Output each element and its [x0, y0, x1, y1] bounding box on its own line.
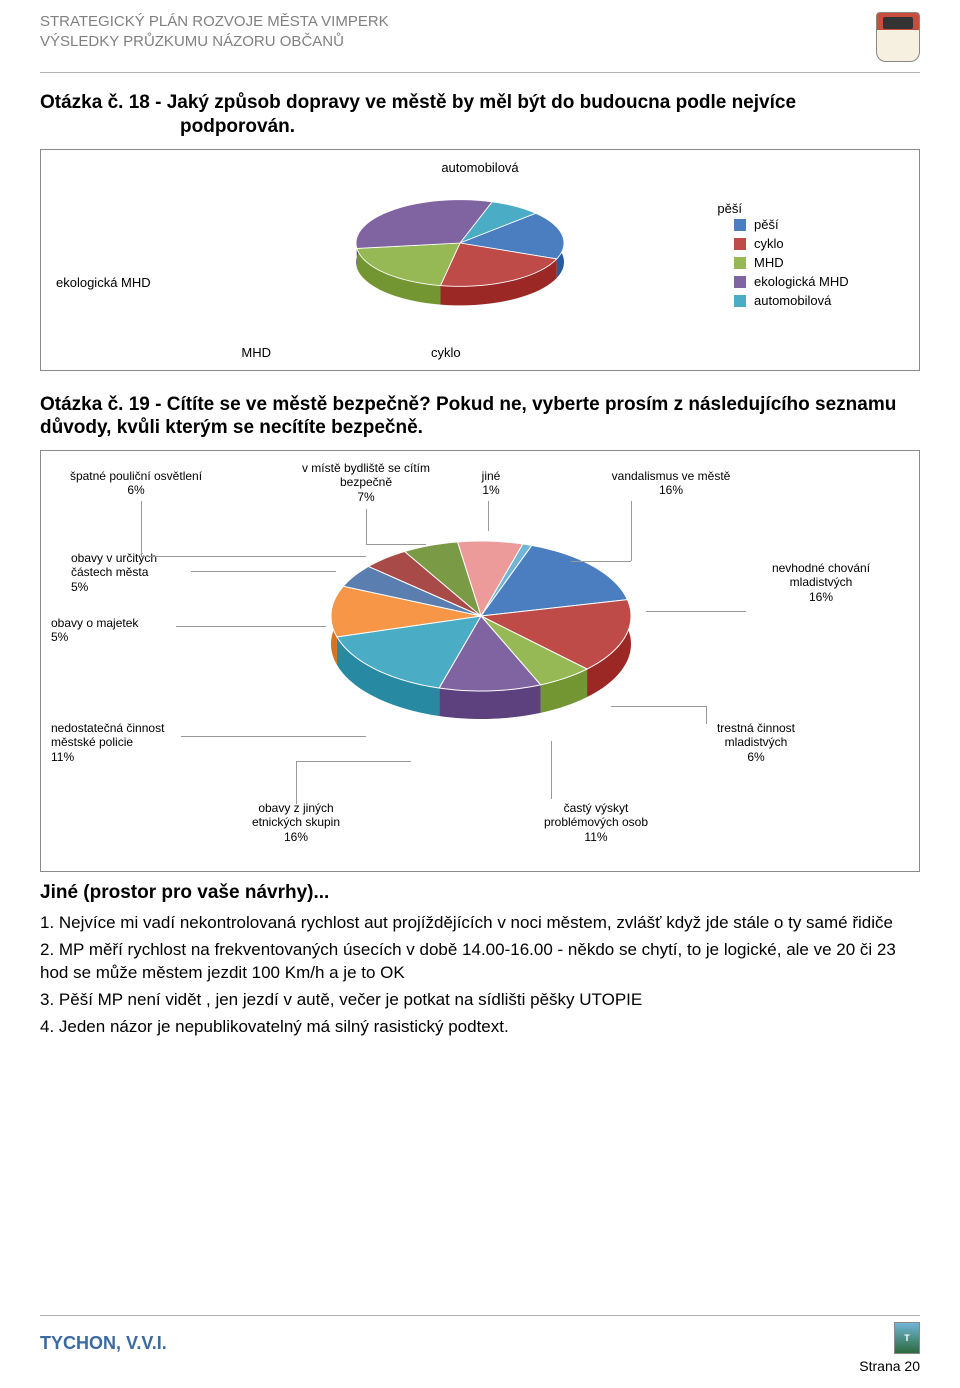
legend-label: cyklo — [754, 236, 784, 251]
q18-pie — [325, 191, 595, 321]
q18-title-main: Otázka č. 18 - Jaký způsob dopravy ve mě… — [40, 92, 796, 113]
navrhy-list: 1. Nejvíce mi vadí nekontrolovaná rychlo… — [0, 912, 960, 1039]
legend-label: automobilová — [754, 293, 831, 308]
legend-label: ekologická MHD — [754, 274, 849, 289]
leader-line — [551, 741, 552, 799]
legend-swatch — [734, 295, 746, 307]
navrhy-item: 2. MP měří rychlost na frekventovaných ú… — [40, 939, 920, 985]
q19-pie — [311, 521, 651, 741]
navrhy-heading: Jiné (prostor pro vaše návrhy)... — [40, 882, 920, 904]
leader-line — [296, 761, 297, 796]
legend-item: cyklo — [734, 236, 904, 251]
page-footer: TYCHON, V.V.I. T Strana 20 — [0, 1315, 960, 1374]
leader-line — [181, 736, 366, 737]
legend-swatch — [734, 238, 746, 250]
q18-pie-wrap: pěší — [186, 181, 734, 345]
footer-page: Strana 20 — [40, 1358, 920, 1374]
q19-lbl-jine: jiné 1% — [466, 469, 516, 498]
legend-label: MHD — [754, 255, 784, 270]
q19-lbl-etnicke: obavy z jiných etnických skupin 16% — [231, 801, 361, 844]
city-crest-icon — [876, 12, 920, 62]
q19-title: Otázka č. 19 - Cítíte se ve městě bezpeč… — [40, 393, 920, 441]
legend-swatch — [734, 257, 746, 269]
page-header: STRATEGICKÝ PLÁN ROZVOJE MĚSTA VIMPERK V… — [0, 0, 960, 70]
leader-line — [296, 761, 411, 762]
q19-lbl-policie: nedostatečná činnost městské policie 11% — [51, 721, 201, 764]
leader-line — [366, 544, 426, 545]
q18-label-top: automobilová — [56, 160, 904, 175]
q18-chart-box: automobilová ekologická MHD pěší pěšícyk… — [40, 149, 920, 371]
q19-lbl-vyskyt: častý výskyt problémových osob 11% — [521, 801, 671, 844]
leader-line — [706, 706, 707, 724]
legend-item: pěší — [734, 217, 904, 232]
q18-title: Otázka č. 18 - Jaký způsob dopravy ve mě… — [40, 91, 920, 139]
tychon-logo-icon: T — [894, 1322, 920, 1354]
leader-line — [296, 796, 297, 804]
header-line2: VÝSLEDKY PRŮZKUMU NÁZORU OBČANŮ — [40, 32, 389, 52]
header-line1: STRATEGICKÝ PLÁN ROZVOJE MĚSTA VIMPERK — [40, 12, 389, 32]
footer-divider — [40, 1315, 920, 1316]
leader-line — [176, 626, 326, 627]
leader-line — [191, 571, 336, 572]
q19-lbl-casti: obavy v určitých částech města 5% — [71, 551, 191, 594]
leader-line — [611, 706, 706, 707]
leader-line — [488, 501, 489, 531]
leader-line — [571, 561, 631, 562]
leader-line — [646, 611, 746, 612]
q18-label-pesi: pěší — [717, 201, 742, 216]
legend-item: automobilová — [734, 293, 904, 308]
leader-line — [366, 509, 367, 544]
leader-line — [141, 556, 366, 557]
header-text: STRATEGICKÝ PLÁN ROZVOJE MĚSTA VIMPERK V… — [40, 12, 389, 51]
q19-lbl-trestna: trestná činnost mladistvých 6% — [691, 721, 821, 764]
q18-legend: pěší cyklo MHD ekologická MHD automobilová — [734, 213, 904, 312]
q19-lbl-vandalismus: vandalismus ve městě 16% — [591, 469, 751, 498]
navrhy-item: 4. Jeden názor je nepublikovatelný má si… — [40, 1016, 920, 1039]
q19-lbl-majetek: obavy o majetek 5% — [51, 616, 171, 645]
q19-lbl-nevhodne: nevhodné chování mladistvých 16% — [751, 561, 891, 604]
q19-chart-box: špatné pouliční osvětlení 6% v místě byd… — [40, 450, 920, 872]
legend-item: ekologická MHD — [734, 274, 904, 289]
leader-line — [141, 501, 142, 556]
navrhy-item: 3. Pěší MP není vidět , jen jezdí v autě… — [40, 989, 920, 1012]
q19-lbl-bezpecne: v místě bydliště se cítím bezpečně 7% — [281, 461, 451, 504]
footer-org: TYCHON, V.V.I. — [40, 1333, 167, 1354]
q18-label-cyklo: cyklo — [391, 345, 461, 360]
q18-title-rest: podporován. — [180, 115, 920, 139]
legend-swatch — [734, 276, 746, 288]
q19-lbl-osvetleni: špatné pouliční osvětlení 6% — [61, 469, 211, 498]
legend-label: pěší — [754, 217, 779, 232]
header-divider — [40, 72, 920, 73]
q19-chart-wrap: špatné pouliční osvětlení 6% v místě byd… — [51, 461, 909, 861]
legend-swatch — [734, 219, 746, 231]
navrhy-item: 1. Nejvíce mi vadí nekontrolovaná rychlo… — [40, 912, 920, 935]
q18-label-left: ekologická MHD — [56, 235, 186, 290]
legend-item: MHD — [734, 255, 904, 270]
leader-line — [631, 501, 632, 561]
q18-label-mhd: MHD — [56, 345, 291, 360]
